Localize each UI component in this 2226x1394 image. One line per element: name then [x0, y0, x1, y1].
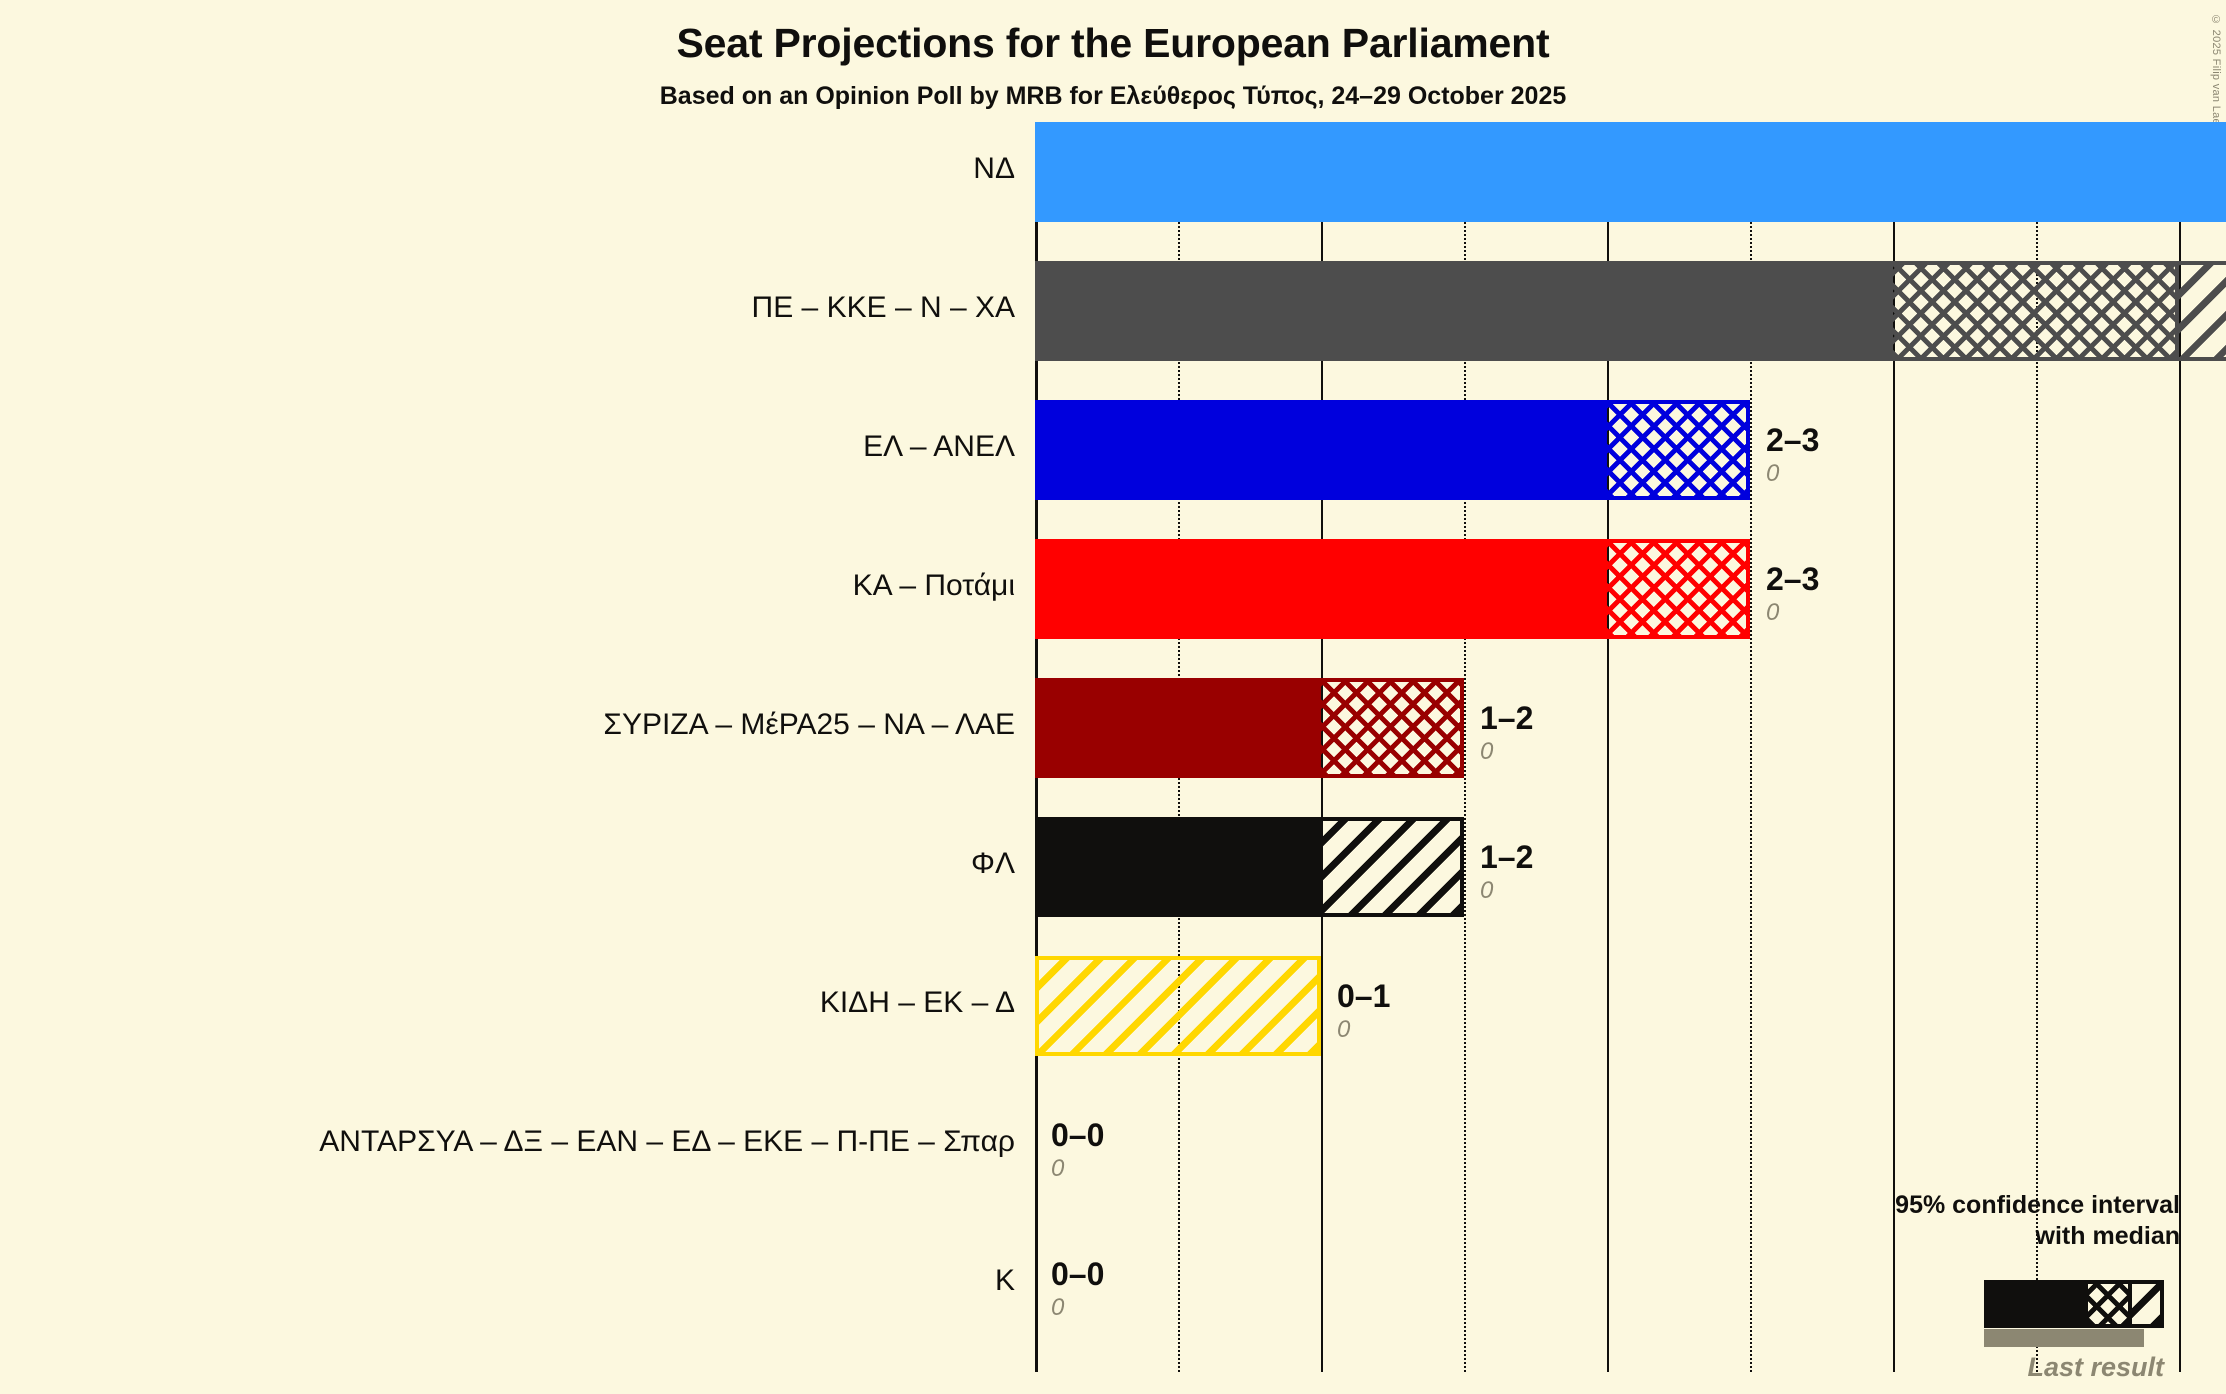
bar-segment-solid	[1035, 817, 1321, 917]
bar-segment-crosshatch	[1321, 678, 1464, 778]
chart-subtitle: Based on an Opinion Poll by MRB for Ελεύ…	[659, 82, 1567, 110]
last-result-label: 0	[1766, 599, 1780, 626]
bar-segment-solid	[1035, 539, 1607, 639]
last-result-label: 0	[1480, 738, 1494, 765]
gridline-major	[2179, 122, 2181, 1372]
chart-row: ΕΛ – ΑΝΕΛ 2–3 0	[0, 400, 2226, 500]
chart-row: Κ 0–0 0	[0, 1234, 2226, 1334]
bar-segment-diagonal	[2179, 261, 2226, 361]
copyright-notice: © 2025 Filip van Laenen	[2210, 14, 2222, 145]
chart-row: ΣΥΡΙΖΑ – ΜέΡΑ25 – ΝΑ – ΛΑΕ 1–2 0	[0, 678, 2226, 778]
category-label: ΦΛ	[971, 847, 1015, 880]
category-label: ΑΝΤΑΡΣΥΑ – ΔΞ – ΕΑΝ – ΕΔ – ΕΚΕ – Π-ΠΕ – …	[319, 1125, 1015, 1158]
value-range-label: 1–2	[1480, 700, 1534, 736]
last-result-label: 0	[1766, 460, 1780, 487]
chart-row: ΑΝΤΑΡΣΥΑ – ΔΞ – ΕΑΝ – ΕΔ – ΕΚΕ – Π-ΠΕ – …	[0, 1095, 2226, 1195]
bar-segment-diagonal	[1035, 956, 1321, 1056]
value-range-label: 2–3	[1766, 422, 1820, 458]
bar	[1035, 400, 1750, 500]
chart-row: ΝΔ5–70	[0, 122, 2226, 222]
bar-segment-solid	[1035, 122, 2226, 222]
bar	[1035, 261, 2226, 361]
category-label: Κ	[994, 1264, 1015, 1297]
category-label: ΠΕ – ΚΚΕ – Ν – ΧΑ	[751, 291, 1015, 324]
value-range-label: 0–0	[1051, 1117, 1105, 1153]
legend: 95% confidence interval with median Last…	[1560, 1190, 2180, 1382]
last-result-label: 0	[1051, 1294, 1065, 1321]
bar-segment-solid	[1035, 261, 1893, 361]
bar-segment-solid	[1035, 400, 1607, 500]
gridline-minor	[2036, 122, 2038, 1372]
legend-swatch	[1984, 1280, 2164, 1328]
last-result-label: 0	[1337, 1016, 1351, 1043]
bar-segment-crosshatch	[1607, 400, 1750, 500]
chart-row: ΚΙΔΗ – ΕΚ – Δ 0–1 0	[0, 956, 2226, 1056]
bar-segment-crosshatch	[1607, 539, 1750, 639]
value-range-label: 0–0	[1051, 1256, 1105, 1292]
category-label: ΣΥΡΙΖΑ – ΜέΡΑ25 – ΝΑ – ΛΑΕ	[603, 708, 1015, 741]
legend-swatch-solid	[1984, 1280, 2088, 1328]
gridline-minor	[1750, 122, 1752, 1372]
bar	[1035, 539, 1750, 639]
bar	[1035, 678, 1464, 778]
legend-last-result-bar	[1984, 1329, 2144, 1347]
gridline-major	[1607, 122, 1609, 1372]
legend-swatch-diagonal	[2132, 1280, 2164, 1328]
category-label: ΝΔ	[973, 152, 1015, 185]
value-range-label: 1–2	[1480, 839, 1534, 875]
legend-swatch-crosshatch	[2088, 1280, 2132, 1328]
legend-line-1: 95% confidence interval	[1895, 1191, 2180, 1219]
category-label: ΚΙΔΗ – ΕΚ – Δ	[819, 986, 1015, 1019]
gridline-major	[1893, 122, 1895, 1372]
bar-segment-solid	[1035, 678, 1321, 778]
category-label: ΚΑ – Ποτάμι	[852, 569, 1015, 602]
chart-row: ΦΛ 1–2 0	[0, 817, 2226, 917]
value-range-label: 0–1	[1337, 978, 1391, 1014]
category-label: ΕΛ – ΑΝΕΛ	[863, 430, 1015, 463]
bar	[1035, 817, 1464, 917]
legend-line-2: with median	[2035, 1221, 2180, 1250]
page-title: Seat Projections for the European Parlia…	[676, 20, 1550, 66]
bar	[1035, 122, 2226, 222]
bar-segment-crosshatch	[1893, 261, 2179, 361]
gridline-minor	[1464, 122, 1466, 1372]
bar	[1035, 956, 1321, 1056]
value-range-label: 2–3	[1766, 561, 1820, 597]
legend-last-result-label: Last result	[2027, 1352, 2164, 1382]
chart-row: ΠΕ – ΚΚΕ – Ν – ΧΑ3–50	[0, 261, 2226, 361]
bar-segment-diagonal	[1321, 817, 1464, 917]
chart-row: ΚΑ – Ποτάμι 2–3 0	[0, 539, 2226, 639]
last-result-label: 0	[1480, 877, 1494, 904]
last-result-label: 0	[1051, 1155, 1065, 1182]
